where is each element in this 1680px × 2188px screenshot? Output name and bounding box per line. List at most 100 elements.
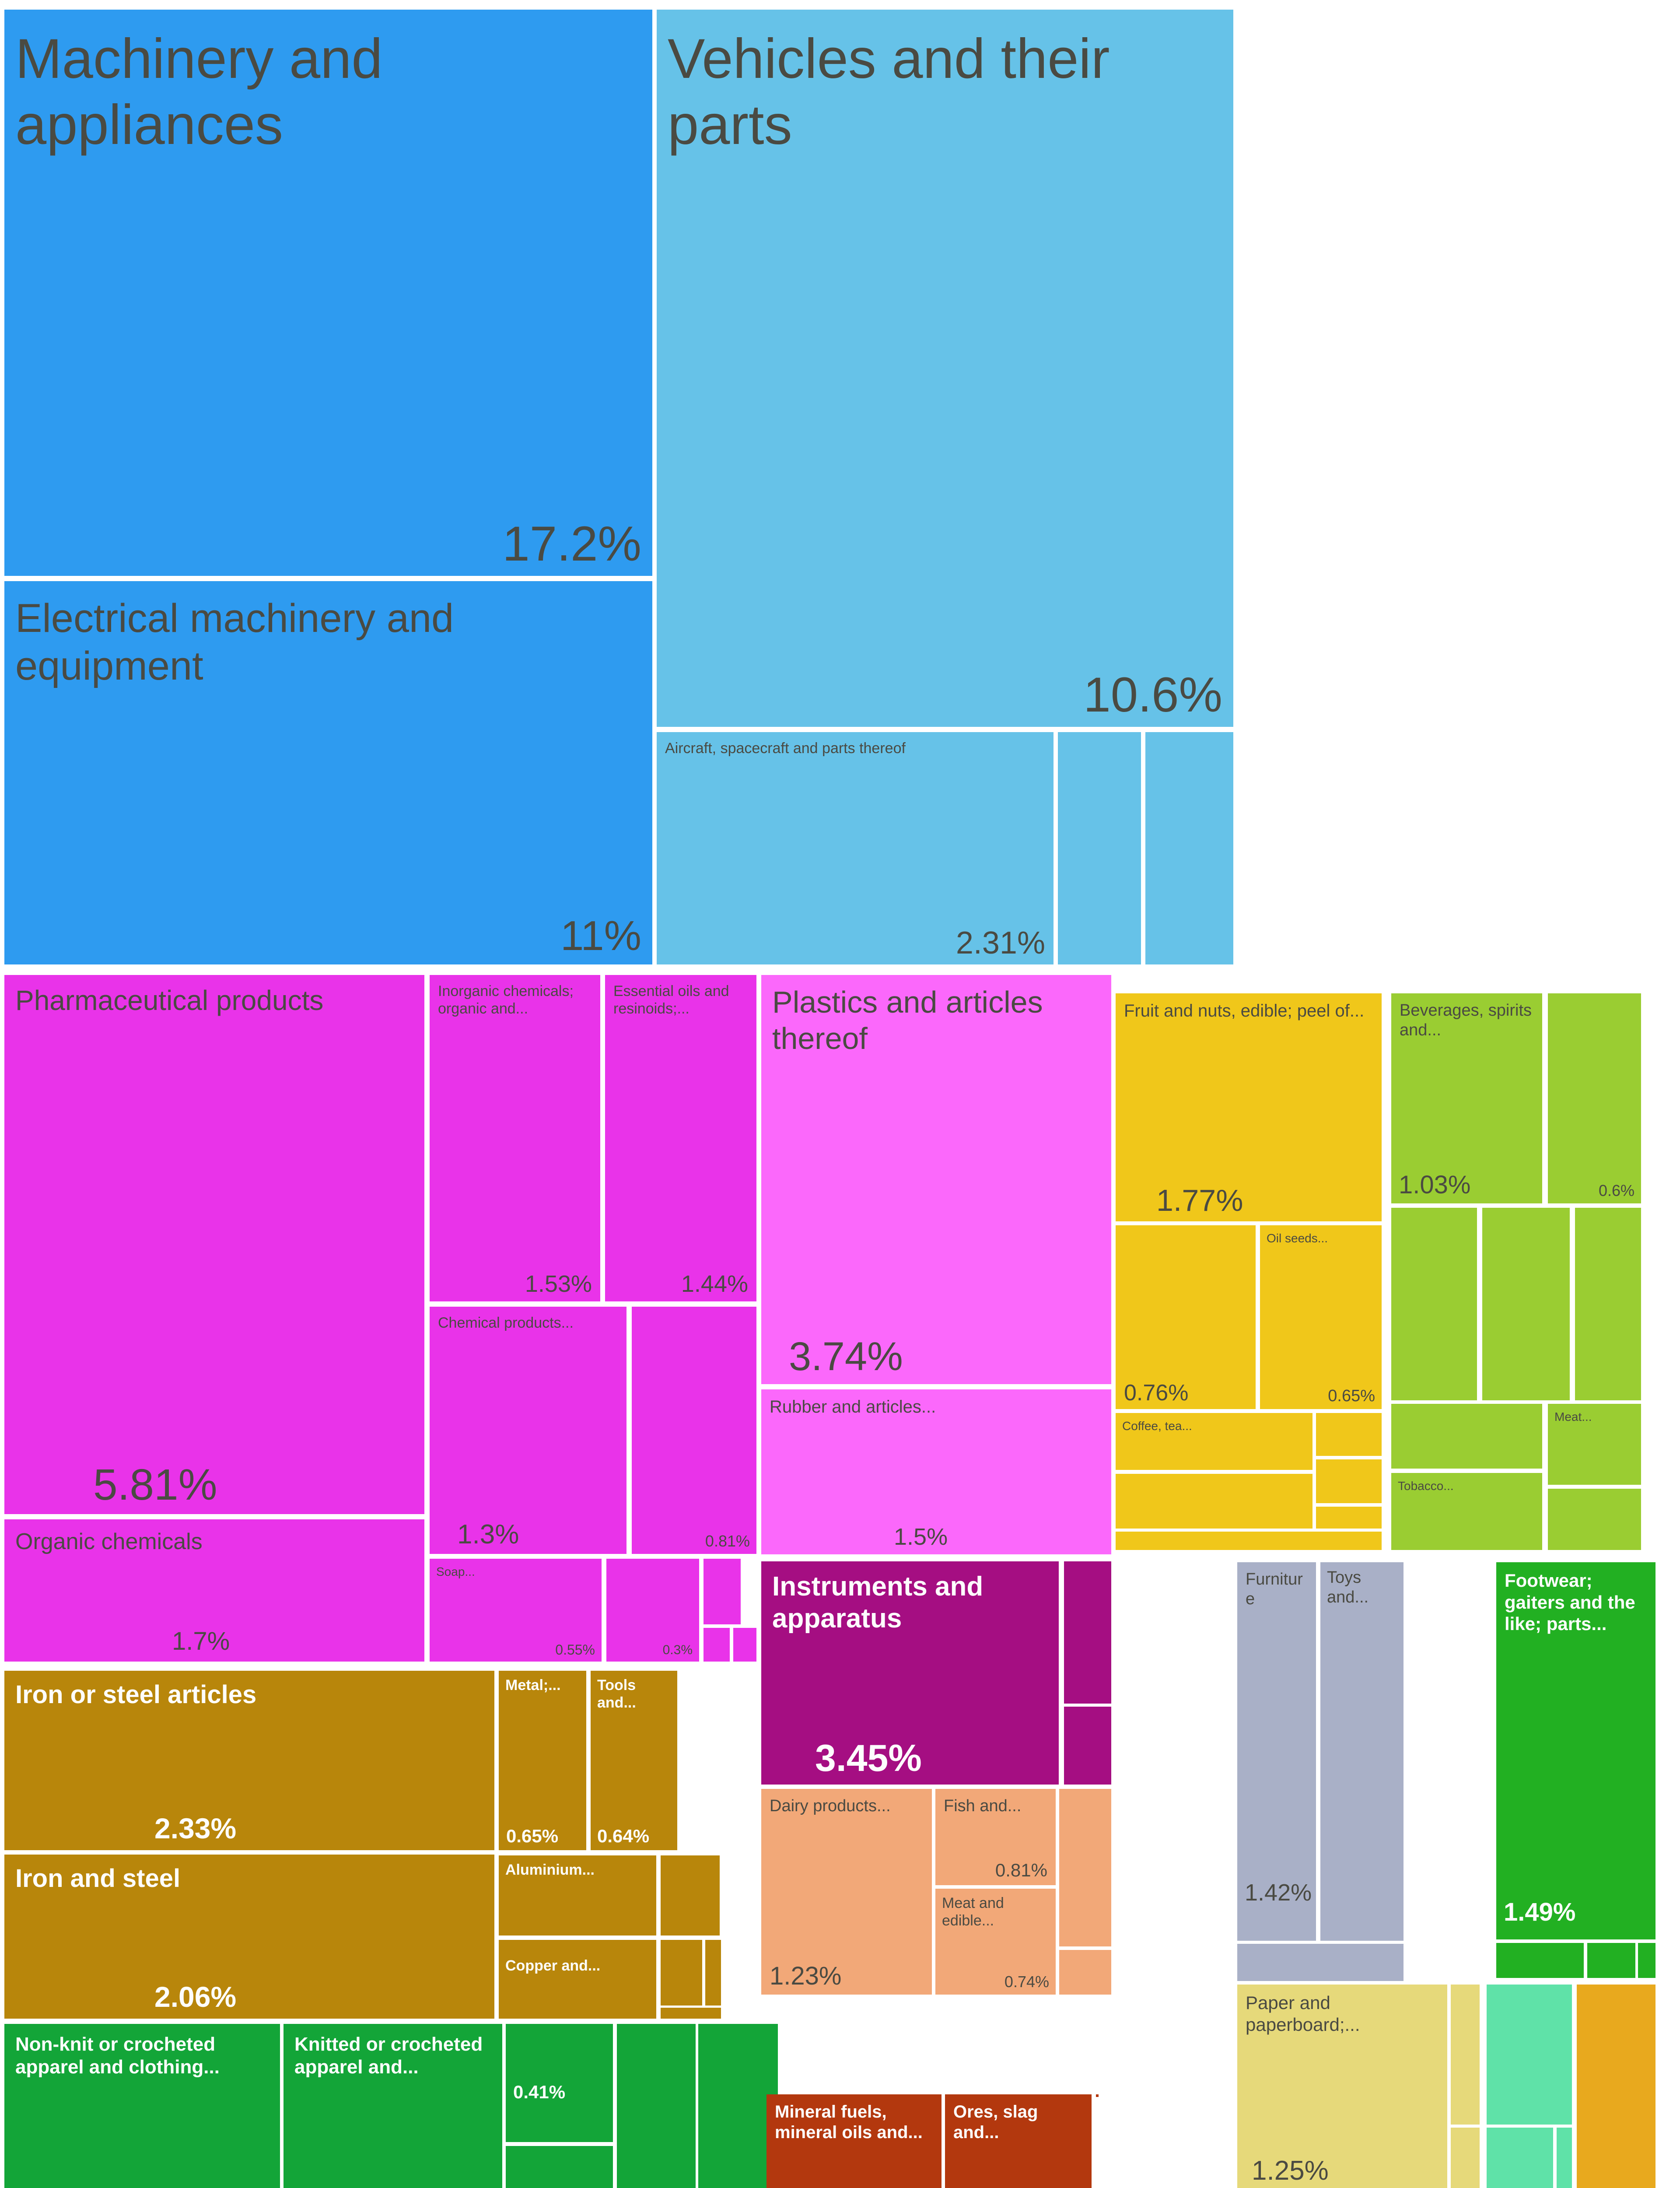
tile-value: 2.06% <box>154 1981 237 2013</box>
treemap-tile-beverages[interactable]: Beverages, spirits and... 1.03% <box>1391 993 1542 1203</box>
treemap-tile-soap[interactable]: Soap... 0.55% <box>430 1559 602 1662</box>
tile-label: Metal;... <box>505 1677 561 1694</box>
treemap-tile-meat-edible[interactable]: Meat and edible... 0.74% <box>935 1889 1056 1995</box>
treemap-tile-chem-081[interactable]: 0.81% <box>632 1307 756 1554</box>
treemap-tile-instruments-sub-a[interactable] <box>1064 1561 1111 1704</box>
treemap-tile-dairy-products[interactable]: Dairy products... 1.23% <box>761 1789 932 1995</box>
tile-label: Tools and... <box>597 1677 636 1711</box>
treemap-tile-fruit-and-nuts[interactable]: Fruit and nuts, edible; peel of... 1.77% <box>1116 993 1382 1221</box>
treemap-tile-aircraft[interactable]: Aircraft, spacecraft and parts thereof 2… <box>657 732 1054 964</box>
treemap-tile-furniture[interactable]: Furniture 1.42% <box>1237 1562 1316 1941</box>
treemap-tile-meat-small[interactable]: Meat... <box>1548 1404 1641 1485</box>
treemap-tile-metal-sub-b[interactable] <box>661 1940 702 2006</box>
treemap-tile-instruments-sub-b[interactable] <box>1064 1707 1111 1785</box>
tile-label: Dairy products... <box>770 1797 891 1815</box>
treemap-tile-food-sub-a[interactable] <box>1391 1208 1477 1400</box>
treemap-tile-metal-sub-c[interactable] <box>705 1940 721 2006</box>
treemap-tile-fish[interactable]: Fish and... 0.81% <box>935 1789 1056 1885</box>
treemap-tile-plastics[interactable]: Plastics and articles thereof 3.74% <box>761 975 1111 1384</box>
tile-label: Footwear; gaiters and the like; parts... <box>1505 1570 1635 1634</box>
treemap-tile-oil-seeds[interactable]: Oil seeds... 0.65% <box>1260 1225 1382 1409</box>
tile-value: 1.44% <box>681 1271 748 1297</box>
treemap-tile-iron-and-steel[interactable]: Iron and steel 2.06% <box>4 1855 494 2019</box>
treemap-tile-veg-sub-b[interactable] <box>1116 1474 1312 1529</box>
tile-value: 0.55% <box>555 1642 595 1658</box>
treemap-tile-metal-sub-d[interactable] <box>661 2008 721 2019</box>
treemap-tile-aluminium[interactable]: Aluminium... <box>499 1855 656 1936</box>
treemap-tile-animal-sub-a[interactable] <box>1059 1789 1111 1946</box>
treemap-tile-tex-sub-a[interactable] <box>617 2024 696 2188</box>
tile-label: Inorganic chemicals; organic and... <box>438 983 574 1017</box>
tile-value: 10.6% <box>1083 667 1222 722</box>
tile-value: 1.3% <box>457 1519 519 1550</box>
treemap-tile-copper[interactable]: Copper and... <box>499 1940 656 2019</box>
treemap-tile-chem-03[interactable]: 0.3% <box>606 1559 699 1662</box>
treemap-tile-min-sub-b[interactable] <box>1096 2094 1099 2097</box>
treemap-tile-footwear[interactable]: Footwear; gaiters and the like; parts...… <box>1496 1562 1656 1939</box>
treemap-tile-food-06[interactable]: 0.6% <box>1548 993 1641 1203</box>
treemap-tile-pharmaceutical-products[interactable]: Pharmaceutical products 5.81% <box>4 975 424 1514</box>
treemap-tile-chemical-products[interactable]: Chemical products... 1.3% <box>430 1307 626 1554</box>
treemap-tile-stone-a[interactable] <box>1487 1985 1572 2125</box>
treemap-tile-footwear-sub-c[interactable] <box>1638 1943 1656 1978</box>
tile-label: Organic chemicals <box>15 1529 203 1554</box>
treemap-tile-vehicles-sub-a[interactable] <box>1058 732 1141 964</box>
treemap-tile-misc-sub-a[interactable] <box>1237 1944 1404 1981</box>
treemap-tile-veg-sub-c[interactable] <box>1316 1459 1382 1503</box>
treemap-tile-stone-b[interactable] <box>1487 2128 1553 2188</box>
treemap-tile-organic-chemicals[interactable]: Organic chemicals 1.7% <box>4 1519 424 1662</box>
treemap-tile-non-knit-apparel[interactable]: Non-knit or crocheted apparel and clothi… <box>4 2024 280 2188</box>
tile-label: Soap... <box>436 1565 475 1578</box>
treemap-tile-tools[interactable]: Tools and... 0.64% <box>591 1671 677 1850</box>
tile-label: Pharmaceutical products <box>15 985 324 1016</box>
treemap-tile-veg-sub-d[interactable] <box>1316 1507 1382 1529</box>
tile-label: Instruments and apparatus <box>772 1571 984 1634</box>
treemap-tile-tex-sub-c[interactable] <box>506 2146 613 2188</box>
treemap-tile-knitted-apparel[interactable]: Knitted or crocheted apparel and... 1.73… <box>284 2024 502 2188</box>
treemap-tile-vehicles[interactable]: Vehicles and their parts 10.6% <box>657 10 1233 727</box>
treemap-tile-coffee-tea[interactable]: Coffee, tea... <box>1116 1413 1312 1470</box>
treemap-tile-paper-sub-b[interactable] <box>1451 2128 1480 2188</box>
tile-value: 1.25% <box>1252 2156 1329 2186</box>
treemap-tile-toys[interactable]: Toys and... <box>1320 1562 1404 1941</box>
treemap-tile-chem-tiny-a[interactable] <box>704 1559 741 1624</box>
treemap-tile-footwear-sub-b[interactable] <box>1587 1943 1635 1978</box>
treemap-tile-food-sub-c[interactable] <box>1575 1208 1641 1400</box>
treemap-tile-tobacco[interactable]: Tobacco... <box>1391 1473 1542 1550</box>
treemap-tile-metal-sub-a[interactable] <box>661 1855 720 1936</box>
treemap-tile-veg-076[interactable]: 0.76% <box>1116 1225 1256 1409</box>
treemap-tile-veg-sub-e[interactable] <box>1116 1532 1382 1550</box>
treemap-tile-tex-sub-b[interactable] <box>698 2024 778 2188</box>
treemap-tile-essential-oils[interactable]: Essential oils and resinoids;... 1.44% <box>605 975 756 1301</box>
treemap-tile-stone-c[interactable] <box>1557 2128 1572 2188</box>
treemap-tile-veg-sub-a[interactable] <box>1316 1413 1382 1456</box>
treemap-tile-vehicles-sub-b[interactable] <box>1145 732 1233 964</box>
treemap-tile-metal-misc[interactable]: Metal;... 0.65% <box>499 1671 586 1850</box>
treemap-tile-instruments[interactable]: Instruments and apparatus 3.45% <box>761 1561 1059 1785</box>
treemap-tile-ores-slag[interactable]: Ores, slag and... 0.94% <box>945 2094 1092 2188</box>
treemap-tile-paper-sub-a[interactable] <box>1451 1985 1480 2125</box>
treemap-tile-mineral-fuels[interactable]: Mineral fuels, mineral oils and... 1.49% <box>766 2094 942 2188</box>
treemap-tile-machinery[interactable]: Machinery and appliances 17.2% <box>4 10 652 576</box>
treemap-tile-food-sub-d[interactable] <box>1391 1404 1542 1469</box>
tile-label: Meat... <box>1554 1410 1592 1424</box>
tile-label: Copper and... <box>505 1957 601 1974</box>
tile-label: Toys and... <box>1327 1568 1369 1606</box>
treemap-tile-paper[interactable]: Paper and paperboard;... 1.25% <box>1237 1985 1447 2188</box>
tile-value: 0.81% <box>995 1860 1047 1880</box>
tile-value: 0.3% <box>662 1643 693 1657</box>
treemap-tile-rubber[interactable]: Rubber and articles... 1.5% <box>761 1389 1111 1554</box>
treemap-tile-chem-tiny-c[interactable] <box>733 1628 756 1662</box>
tile-label: Ores, slag and... <box>953 2102 1038 2142</box>
treemap-tile-iron-or-steel-articles[interactable]: Iron or steel articles 2.33% <box>4 1671 494 1850</box>
treemap-tile-food-sub-b[interactable] <box>1482 1208 1570 1400</box>
treemap-tile-inorganic-chemicals[interactable]: Inorganic chemicals; organic and... 1.53… <box>430 975 600 1301</box>
treemap-tile-electrical-machinery[interactable]: Electrical machinery and equipment 11% <box>4 581 652 964</box>
tile-value: 0.81% <box>705 1532 750 1550</box>
treemap-tile-footwear-sub-a[interactable] <box>1496 1943 1584 1978</box>
treemap-tile-chem-tiny-b[interactable] <box>704 1628 730 1662</box>
treemap-tile-wood-a[interactable] <box>1577 1985 1656 2188</box>
treemap-tile-animal-sub-b[interactable] <box>1059 1950 1111 1995</box>
treemap-tile-food-sub-e[interactable] <box>1548 1489 1641 1550</box>
treemap-tile-tex-041[interactable]: 0.41% <box>506 2024 613 2142</box>
